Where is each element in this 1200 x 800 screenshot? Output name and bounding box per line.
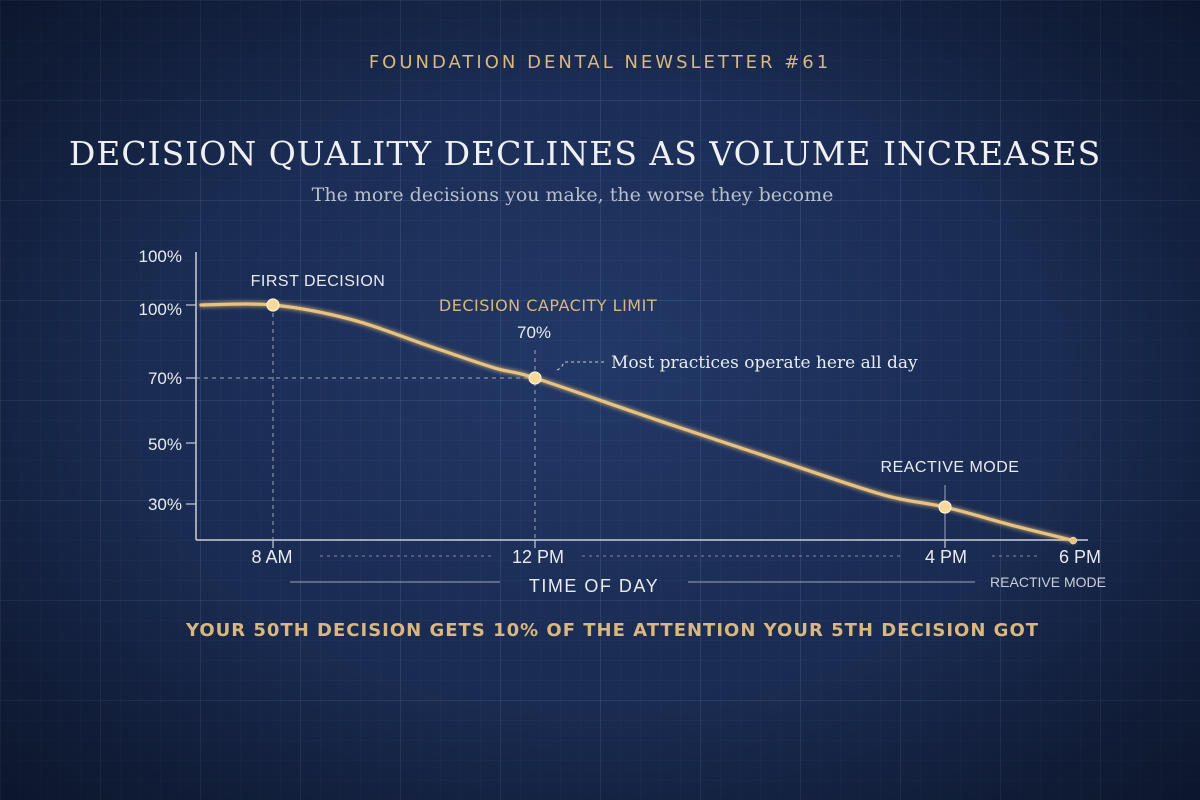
x-tick-label: 4 PM <box>925 547 967 567</box>
capacity-limit-label: DECISION CAPACITY LIMIT <box>439 296 657 315</box>
y-tick-label: 70% <box>148 369 182 388</box>
x-axis-title: TIME OF DAY <box>529 576 659 596</box>
reactive-mode-axis-note: REACTIVE MODE <box>990 574 1106 590</box>
data-point-marker <box>528 371 542 385</box>
x-tick-label: 8 AM <box>251 547 292 567</box>
y-tick-label: 30% <box>148 495 182 514</box>
x-tick-label: 12 PM <box>512 547 564 567</box>
capacity-value-label: 70% <box>517 323 551 342</box>
data-point-marker <box>266 298 280 312</box>
most-practices-note: Most practices operate here all day <box>611 353 918 373</box>
footer-tagline: YOUR 50TH DECISION GETS 10% OF THE ATTEN… <box>185 620 1040 641</box>
x-tick-label: 6 PM <box>1059 547 1101 567</box>
annotation-leader <box>556 361 604 371</box>
newsletter-label: FOUNDATION DENTAL NEWSLETTER #61 <box>368 52 832 73</box>
data-point-marker <box>938 500 952 514</box>
y-tick-label: 100% <box>139 247 182 266</box>
first-decision-label: FIRST DECISION <box>251 273 386 290</box>
reactive-mode-label: REACTIVE MODE <box>881 459 1020 476</box>
y-tick-label: 100% <box>139 300 182 319</box>
y-tick-label: 50% <box>148 435 182 454</box>
data-point-marker <box>1069 536 1077 545</box>
chart-subtitle: The more decisions you make, the worse t… <box>311 184 834 206</box>
chart-title: DECISION QUALITY DECLINES AS VOLUME INCR… <box>68 134 1102 173</box>
